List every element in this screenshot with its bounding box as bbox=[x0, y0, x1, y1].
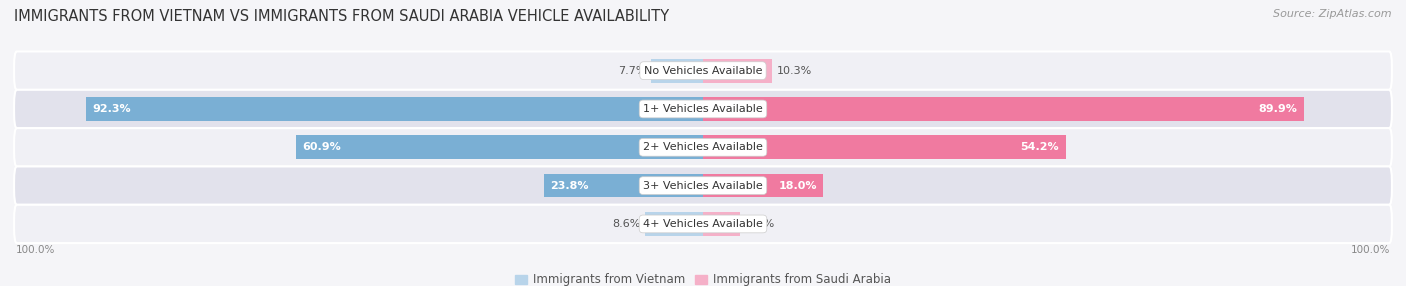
Text: 10.3%: 10.3% bbox=[778, 66, 813, 76]
Text: 54.2%: 54.2% bbox=[1021, 142, 1059, 152]
Text: 4+ Vehicles Available: 4+ Vehicles Available bbox=[643, 219, 763, 229]
Text: IMMIGRANTS FROM VIETNAM VS IMMIGRANTS FROM SAUDI ARABIA VEHICLE AVAILABILITY: IMMIGRANTS FROM VIETNAM VS IMMIGRANTS FR… bbox=[14, 9, 669, 23]
FancyBboxPatch shape bbox=[14, 166, 1392, 205]
Text: 7.7%: 7.7% bbox=[617, 66, 647, 76]
Text: 8.6%: 8.6% bbox=[612, 219, 640, 229]
Bar bbox=[544, 174, 703, 198]
Text: 2+ Vehicles Available: 2+ Vehicles Available bbox=[643, 142, 763, 152]
Text: 92.3%: 92.3% bbox=[93, 104, 131, 114]
Text: 100.0%: 100.0% bbox=[1351, 245, 1391, 255]
Text: 3+ Vehicles Available: 3+ Vehicles Available bbox=[643, 181, 763, 190]
Text: 23.8%: 23.8% bbox=[551, 181, 589, 190]
Text: 1+ Vehicles Available: 1+ Vehicles Available bbox=[643, 104, 763, 114]
FancyBboxPatch shape bbox=[14, 205, 1392, 243]
FancyBboxPatch shape bbox=[14, 90, 1392, 128]
Text: 100.0%: 100.0% bbox=[15, 245, 55, 255]
Bar bbox=[703, 212, 741, 236]
Text: Source: ZipAtlas.com: Source: ZipAtlas.com bbox=[1274, 9, 1392, 19]
Bar bbox=[703, 59, 772, 83]
Bar bbox=[703, 174, 824, 198]
Bar bbox=[645, 212, 703, 236]
Text: 5.6%: 5.6% bbox=[745, 219, 775, 229]
Text: 18.0%: 18.0% bbox=[778, 181, 817, 190]
Text: 89.9%: 89.9% bbox=[1258, 104, 1298, 114]
Bar bbox=[703, 135, 1066, 159]
Bar bbox=[86, 97, 703, 121]
Bar bbox=[651, 59, 703, 83]
Bar bbox=[703, 97, 1305, 121]
FancyBboxPatch shape bbox=[14, 51, 1392, 90]
Text: No Vehicles Available: No Vehicles Available bbox=[644, 66, 762, 76]
Legend: Immigrants from Vietnam, Immigrants from Saudi Arabia: Immigrants from Vietnam, Immigrants from… bbox=[510, 268, 896, 286]
Text: 60.9%: 60.9% bbox=[302, 142, 342, 152]
Bar bbox=[295, 135, 703, 159]
FancyBboxPatch shape bbox=[14, 128, 1392, 166]
